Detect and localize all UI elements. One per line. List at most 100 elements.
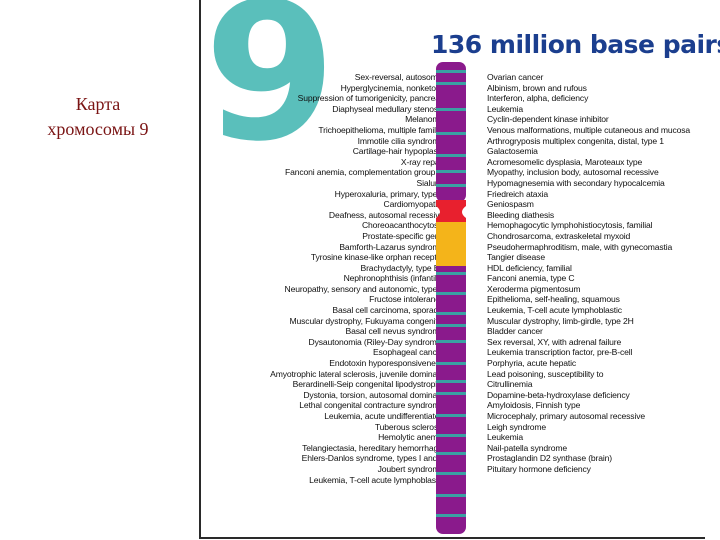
- gene-label: Pituitary hormone deficiency: [487, 463, 591, 474]
- gene-label: Immotile cilia syndrome: [357, 135, 444, 146]
- right-gene-list: Ovarian cancer Albinism, brown and rufous…: [487, 72, 717, 475]
- gene-label: Dopamine-beta-hydroxylase deficiency: [487, 389, 630, 400]
- gene-label: Neuropathy, sensory and autonomic, type …: [284, 283, 445, 294]
- chromosome-band: [436, 132, 466, 135]
- base-pairs-title: 136 million base pairs: [431, 30, 720, 59]
- gene-label: HDL deficiency, familial: [487, 262, 572, 273]
- chromosome-band: [436, 434, 466, 437]
- gene-label: Choreoacanthocytosis: [361, 220, 444, 231]
- slide-side-title: Карта хромосомы 9: [18, 92, 178, 142]
- gene-label: Chondrosarcoma, extraskeletal myxoid: [487, 230, 631, 241]
- chromosome-band: [436, 452, 466, 455]
- gene-label: Joubert syndrome: [377, 463, 445, 474]
- gene-label: Myopathy, inclusion body, autosomal rece…: [487, 167, 659, 178]
- chromosome-band: [436, 184, 466, 187]
- gene-label: X-ray repair: [400, 156, 444, 167]
- heterochromatin-block: [436, 222, 466, 266]
- gene-label: Bleeding diathesis: [487, 209, 555, 220]
- gene-label: Fanconi anemia, type C: [487, 273, 575, 284]
- centromere: [436, 200, 466, 222]
- gene-label: Fanconi anemia, complementation group G: [285, 167, 444, 178]
- gene-label: Nephronophthisis (infantile): [343, 273, 445, 284]
- gene-label: Lethal congenital contracture syndrome: [299, 400, 444, 411]
- chromosome-band: [436, 392, 466, 395]
- gene-label: Trichoepithelioma, multiple familial: [318, 124, 444, 135]
- gene-label: Diaphyseal medullary stenosis: [332, 103, 444, 114]
- chromosome-band: [436, 272, 466, 275]
- gene-label: Leukemia, acute undifferentiated: [324, 411, 444, 421]
- gene-label: Acromesomelic dysplasia, Maroteaux type: [487, 156, 643, 167]
- gene-label: Citrullinemia: [487, 379, 533, 390]
- gene-label: Hyperoxaluria, primary, type II: [334, 188, 444, 199]
- gene-label: Pseudohermaphroditism, male, with gyneco…: [487, 241, 673, 252]
- gene-label: Sex-reversal, autosomal: [354, 72, 444, 82]
- gene-label: Prostaglandin D2 synthase (brain): [487, 453, 612, 464]
- chromosome-ideogram: [436, 62, 466, 534]
- gene-label: Deafness, autosomal recessive: [328, 209, 444, 220]
- gene-label: Brachydactyly, type B1: [360, 262, 445, 273]
- gene-label: Melanoma: [405, 114, 444, 125]
- gene-label: Cardiomyopathy: [383, 199, 445, 210]
- chromosome-band: [436, 312, 466, 315]
- gene-label: Interferon, alpha, deficiency: [487, 93, 589, 104]
- gene-label: Leigh syndrome: [487, 421, 547, 432]
- chromosome-band: [436, 324, 466, 327]
- gene-label: Dysautonomia (Riley-Day syndrome): [308, 336, 445, 347]
- gene-label: Bamforth-Lazarus syndrome: [339, 241, 444, 252]
- gene-label: Suppression of tumorigenicity, pancreas: [297, 93, 445, 104]
- gene-label: Porphyria, acute hepatic: [487, 358, 577, 369]
- chromosome-band: [436, 472, 466, 475]
- diagram-frame: [199, 0, 705, 539]
- gene-label: Basal cell nevus syndrome: [345, 326, 445, 337]
- gene-label: Arthrogryposis multiplex congenita, dist…: [487, 135, 664, 146]
- gene-label: Epithelioma, self-healing, squamous: [487, 294, 620, 305]
- chromosome-number: 9: [204, 0, 337, 183]
- gene-label: Dystonia, torsion, autosomal dominant: [303, 389, 444, 400]
- gene-label: Basal cell carcinoma, sporadic: [332, 305, 444, 316]
- left-gene-list: Sex-reversal, autosomal Hyperglycinemia, …: [210, 72, 444, 485]
- gene-label: Galactosemia: [487, 146, 538, 157]
- chromosome-q-arm: [436, 266, 466, 534]
- gene-label: Prostate-specific gene: [362, 230, 444, 241]
- gene-label: Sialuria: [416, 177, 445, 188]
- chromosome-band: [436, 362, 466, 365]
- chromosome-band: [436, 154, 466, 157]
- gene-label: Cartilage-hair hypoplasia: [352, 146, 444, 157]
- gene-label: Endotoxin hyporesponsiveness: [329, 358, 444, 369]
- gene-label: Leukemia: [487, 103, 524, 114]
- chromosome-band: [436, 108, 466, 111]
- gene-label: Leukemia, T-cell acute lymphoblastic: [309, 474, 444, 485]
- chromosome-band: [436, 414, 466, 417]
- gene-label: Telangiectasia, hereditary hemorrhagic: [302, 442, 444, 453]
- side-title-line-2: хромосомы 9: [47, 119, 149, 139]
- gene-label: Amyloidosis, Finnish type: [487, 400, 581, 411]
- gene-label: Friedreich ataxia: [487, 188, 548, 199]
- gene-label: Tangier disease: [487, 252, 545, 263]
- chromosome-band: [436, 514, 466, 517]
- gene-label: Sex reversal, XY, with adrenal failure: [487, 336, 622, 347]
- gene-label: Fructose intolerance: [369, 294, 444, 305]
- gene-label: Ehlers-Danlos syndrome, types I and II: [301, 453, 445, 464]
- gene-label: Geniospasm: [487, 199, 534, 210]
- chromosome-band: [436, 70, 466, 73]
- gene-label: Hemophagocytic lymphohistiocytosis, fami…: [487, 220, 653, 231]
- gene-label: Leukemia transcription factor, pre-B-cel…: [487, 347, 633, 358]
- gene-label: Microcephaly, primary autosomal recessiv…: [487, 411, 645, 421]
- chromosome-band: [436, 292, 466, 295]
- gene-label: Venous malformations, multiple cutaneous…: [487, 124, 691, 135]
- gene-label: Berardinelli-Seip congenital lipodystrop…: [292, 379, 444, 390]
- gene-label: Leukemia: [487, 432, 524, 443]
- gene-label: Bladder cancer: [487, 326, 543, 337]
- gene-label: Esophageal cancer: [372, 347, 444, 358]
- chromosome-band: [436, 340, 466, 343]
- gene-label: Lead poisoning, susceptibility to: [487, 368, 604, 379]
- gene-label: Albinism, brown and rufous: [487, 82, 587, 93]
- chromosome-q-arm-top: [436, 266, 466, 276]
- gene-label: Amyotrophic lateral sclerosis, juvenile …: [270, 368, 444, 379]
- chromosome-band: [436, 380, 466, 383]
- gene-label: Cyclin-dependent kinase inhibitor: [487, 114, 609, 125]
- gene-label: Hypomagnesemia with secondary hypocalcem…: [487, 177, 665, 188]
- gene-label: Hemolytic anemia: [378, 432, 444, 443]
- gene-label: Tuberous sclerosis: [374, 421, 444, 432]
- chromosome-band: [436, 494, 466, 497]
